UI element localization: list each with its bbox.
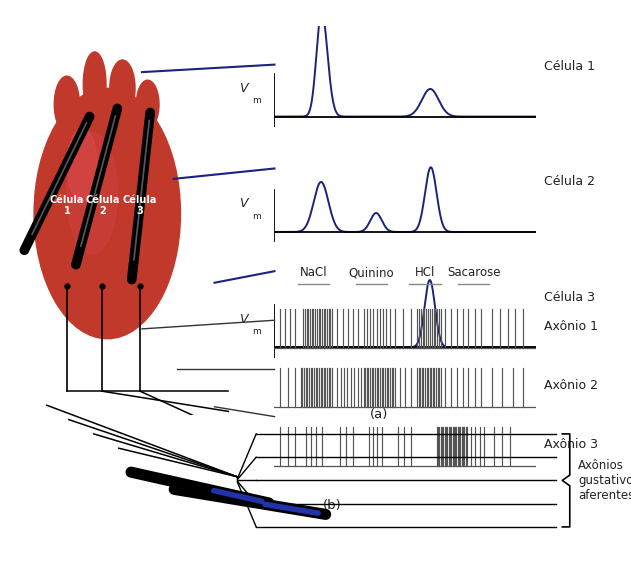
Text: m: m [252,96,261,105]
Text: Axônio 3: Axônio 3 [544,438,598,451]
Text: V: V [239,82,247,95]
Text: Axônio 2: Axônio 2 [544,379,598,392]
Text: Axônios
gustativos
aferentes: Axônios gustativos aferentes [578,459,631,502]
Text: Célula 3: Célula 3 [544,291,595,304]
Ellipse shape [83,52,106,117]
Text: V: V [239,197,247,211]
Text: Célula 1: Célula 1 [544,60,595,73]
Text: Axônio 1: Axônio 1 [544,320,598,333]
Ellipse shape [110,60,135,117]
Text: V: V [239,313,247,326]
Ellipse shape [34,88,180,339]
Text: NaCl: NaCl [300,266,327,279]
Text: m: m [252,212,261,220]
Text: HCl: HCl [415,266,435,279]
Ellipse shape [136,80,159,129]
Text: m: m [252,327,261,336]
Text: Célula
3: Célula 3 [123,194,157,216]
Text: Quinino: Quinino [348,266,394,279]
Text: (b): (b) [322,499,341,512]
Ellipse shape [67,133,117,254]
Text: Célula 2: Célula 2 [544,175,595,188]
Ellipse shape [54,76,80,133]
Text: Célula
2: Célula 2 [85,194,119,216]
Text: Célula
1: Célula 1 [50,194,84,216]
Text: Sacarose: Sacarose [447,266,500,279]
Text: (a): (a) [370,408,389,421]
Ellipse shape [67,129,97,201]
